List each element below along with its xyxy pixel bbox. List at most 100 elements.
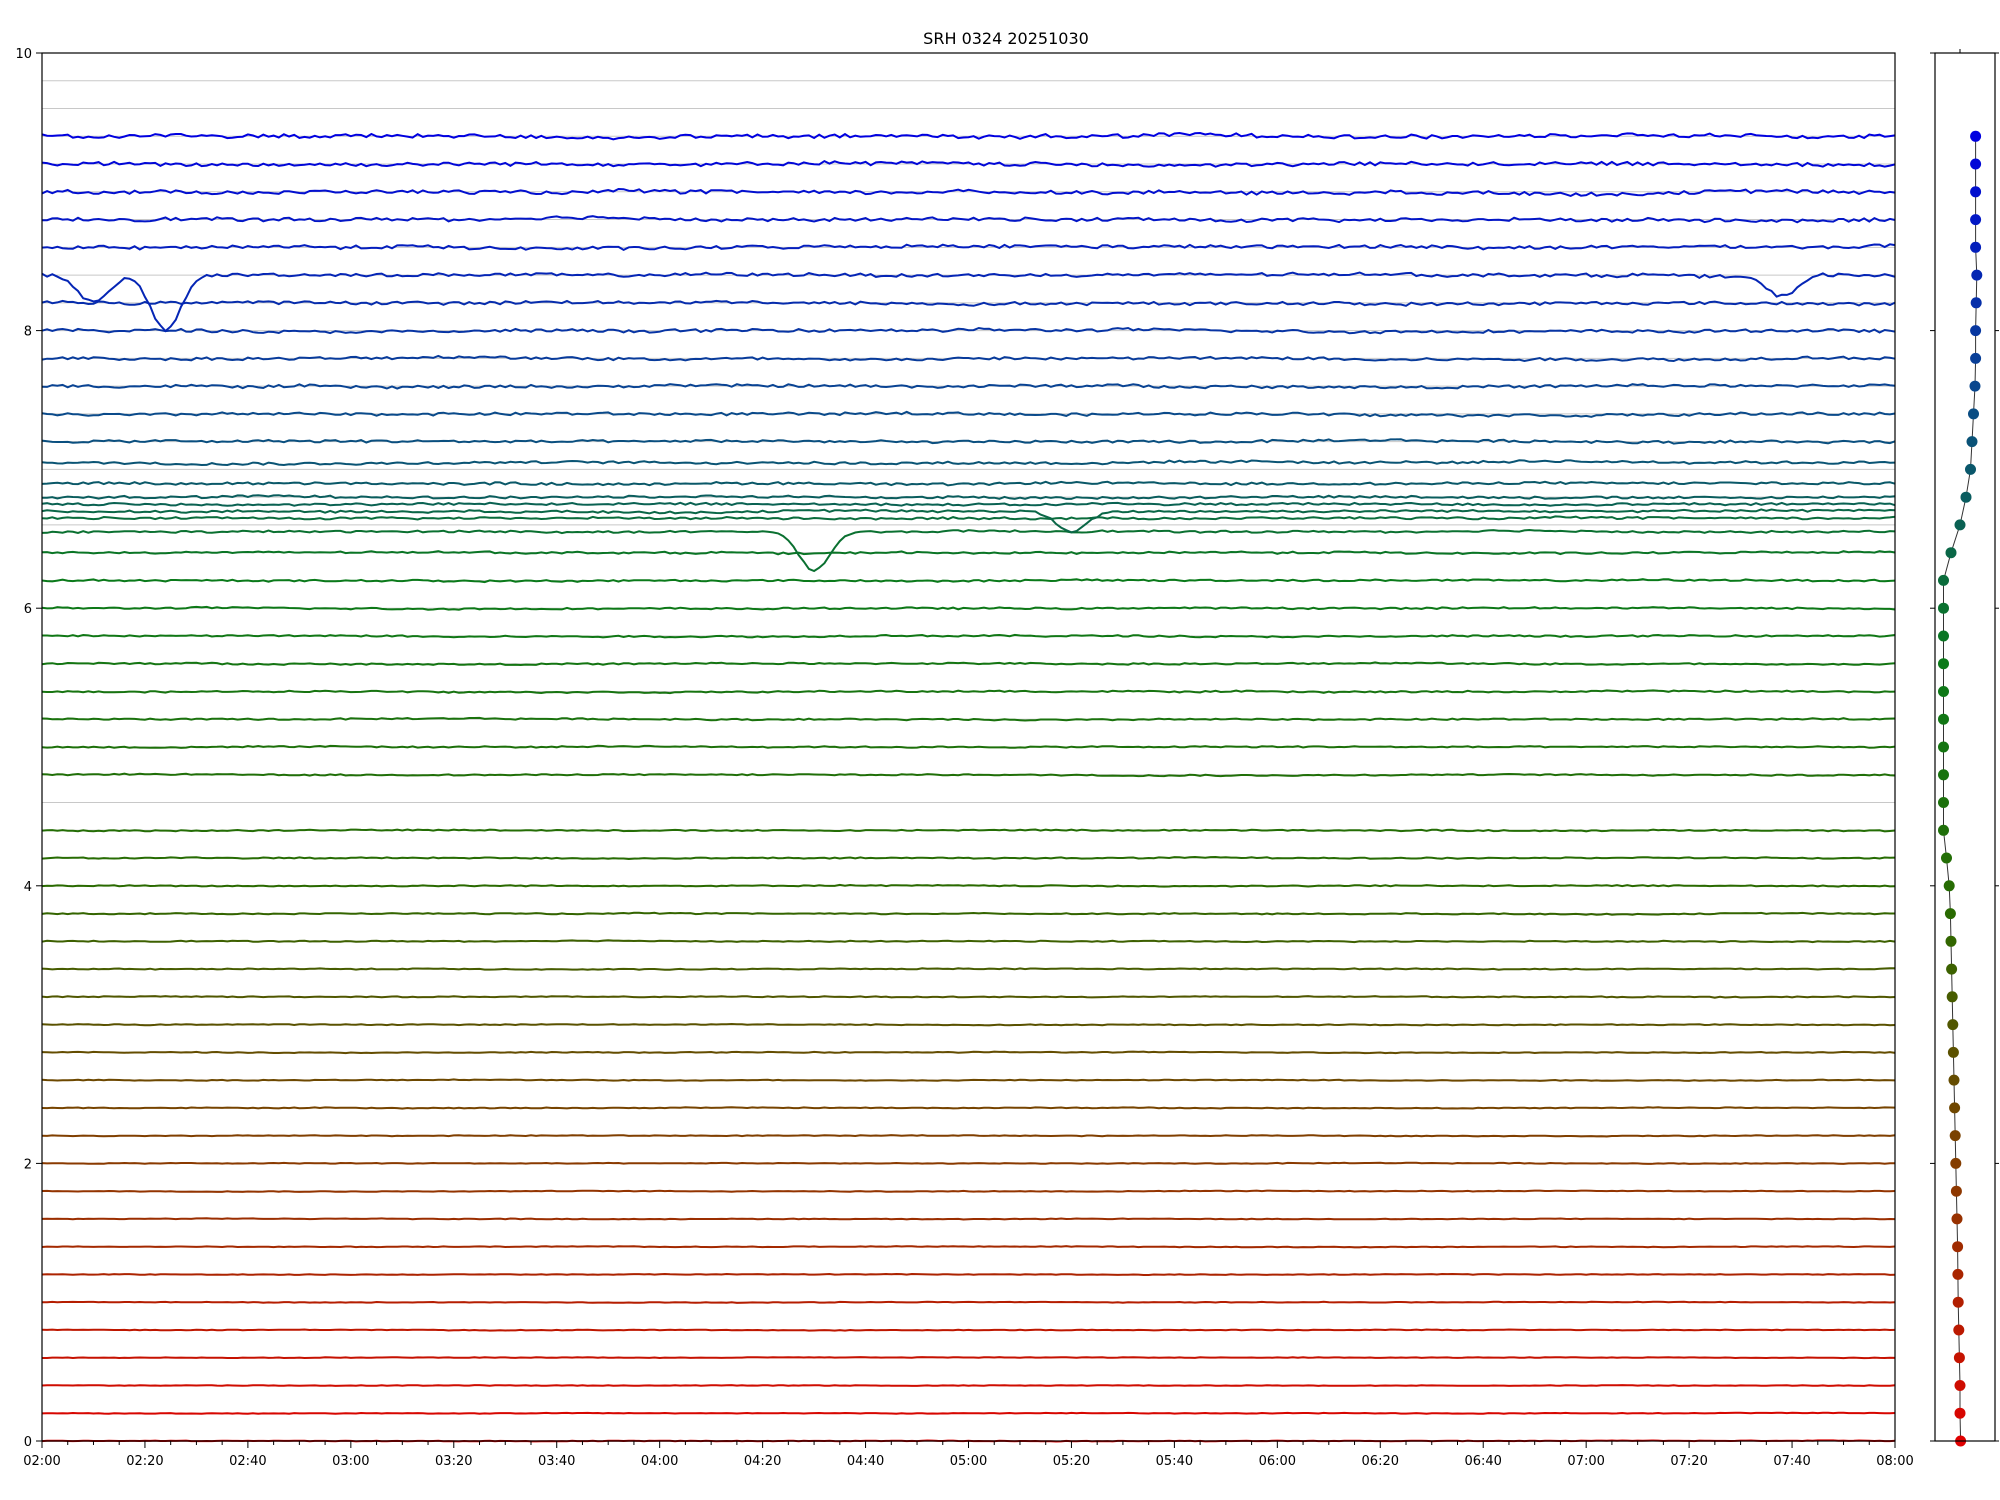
side-point-32: [1945, 547, 1957, 559]
series-line-17: [41, 967, 1895, 971]
series-line-12: [41, 1106, 1896, 1110]
series-line-1: [41, 1411, 1896, 1415]
side-point-4: [1953, 1324, 1965, 1336]
series-line-37: [41, 480, 1896, 487]
trace-lines: [41, 131, 1896, 1443]
x-tick-label: 07:20: [1670, 1454, 1707, 1469]
series-line-7: [41, 1245, 1896, 1249]
series-line-42: [41, 354, 1896, 363]
side-point-25: [1938, 741, 1949, 753]
series-line-24: [41, 744, 1896, 749]
side-panel: [1930, 49, 1999, 1447]
series-line-35: [41, 501, 1896, 507]
series-line-19: [41, 911, 1895, 916]
x-axis: 02:00 02:20 02:40 03:00 03:20 03:40 04:00 04:20…: [23, 1441, 1914, 1469]
side-point-39: [1970, 352, 1982, 364]
side-point-23: [1938, 797, 1949, 808]
series-line-40: [41, 410, 1896, 418]
side-point-26: [1938, 713, 1949, 725]
x-tick-label: 05:20: [1053, 1454, 1090, 1469]
side-point-37: [1968, 408, 1979, 420]
x-tick-label: 04:20: [744, 1454, 781, 1469]
side-point-1: [1954, 1407, 1966, 1419]
x-tick-label: 08:00: [1876, 1454, 1913, 1469]
series-line-48: [41, 187, 1896, 197]
side-point-46: [1970, 158, 1982, 170]
x-tick-label: 06:00: [1259, 1454, 1296, 1469]
series-line-39: [41, 438, 1896, 445]
series-line-8: [41, 1217, 1896, 1221]
series-line-31: [41, 550, 1896, 556]
series-line-29: [41, 605, 1896, 611]
series-line-27: [41, 661, 1896, 667]
side-point-27: [1938, 686, 1949, 697]
y-axis: 0 2 4 6 8 10: [15, 47, 42, 1450]
side-point-21: [1941, 852, 1952, 864]
side-point-19: [1944, 908, 1956, 920]
series-line-21: [41, 855, 1896, 861]
series-line-41: [41, 383, 1896, 390]
side-point-28: [1938, 658, 1949, 670]
series-line-49: [41, 159, 1896, 168]
y-tick-label: 4: [24, 880, 32, 895]
side-point-43: [1970, 241, 1982, 253]
side-point-15: [1947, 1019, 1959, 1031]
side-point-5: [1952, 1296, 1964, 1308]
series-line-26: [41, 689, 1896, 695]
y-tick-label: 6: [24, 602, 32, 617]
series-line-16: [41, 995, 1896, 999]
x-tick-label: 03:20: [435, 1454, 472, 1469]
x-tick-label: 06:20: [1362, 1454, 1399, 1469]
y-tick-label: 0: [24, 1435, 32, 1450]
side-point-22: [1938, 824, 1949, 836]
side-point-10: [1950, 1157, 1962, 1169]
series-line-18: [41, 939, 1896, 944]
series-line-50: [41, 131, 1896, 141]
series-line-34: [41, 508, 1896, 534]
side-point-35: [1965, 463, 1976, 475]
series-line-2: [41, 1384, 1896, 1387]
side-point-17: [1946, 963, 1958, 975]
side-point-29: [1938, 630, 1949, 642]
series-line-4: [41, 1328, 1896, 1332]
side-point-3: [1953, 1352, 1965, 1364]
x-tick-label: 04:40: [847, 1454, 884, 1469]
series-line-38: [41, 459, 1896, 467]
side-point-41: [1970, 297, 1982, 309]
series-line-3: [42, 1356, 1896, 1360]
series-line-46: [41, 243, 1896, 252]
x-tick-label: 05:40: [1156, 1454, 1193, 1469]
x-tick-label: 05:00: [950, 1454, 987, 1469]
side-point-31: [1938, 574, 1949, 586]
series-line-6: [41, 1272, 1896, 1276]
side-point-7: [1952, 1241, 1964, 1253]
x-tick-label: 03:00: [332, 1454, 369, 1469]
side-plot-frame: [1934, 52, 1996, 1442]
y-tick-label: 10: [15, 47, 32, 62]
x-tick-label: 03:40: [538, 1454, 575, 1469]
series-line-9: [41, 1189, 1896, 1193]
chart-title: SRH 0324 20251030: [923, 29, 1089, 48]
series-line-20: [41, 883, 1896, 888]
series-line-32: [41, 528, 1896, 573]
side-point-44: [1970, 214, 1982, 226]
side-point-24: [1938, 769, 1949, 781]
side-point-33: [1954, 519, 1966, 531]
x-tick-label: 04:00: [641, 1454, 678, 1469]
side-point-18: [1945, 935, 1957, 947]
side-point-45: [1970, 186, 1982, 198]
side-point-34: [1960, 491, 1972, 503]
grid-lines: [42, 80, 1895, 1442]
series-line-14: [41, 1050, 1896, 1055]
series-line-5: [41, 1300, 1896, 1304]
side-point-14: [1947, 1046, 1959, 1058]
series-line-13: [41, 1078, 1896, 1082]
series-line-23: [41, 772, 1896, 778]
series-line-15: [41, 1022, 1896, 1027]
side-point-38: [1969, 380, 1981, 392]
series-line-25: [41, 716, 1896, 722]
y-tick-label: 8: [24, 325, 32, 340]
series-line-11: [41, 1134, 1896, 1138]
series-line-10: [41, 1161, 1895, 1165]
side-point-30: [1938, 602, 1949, 614]
